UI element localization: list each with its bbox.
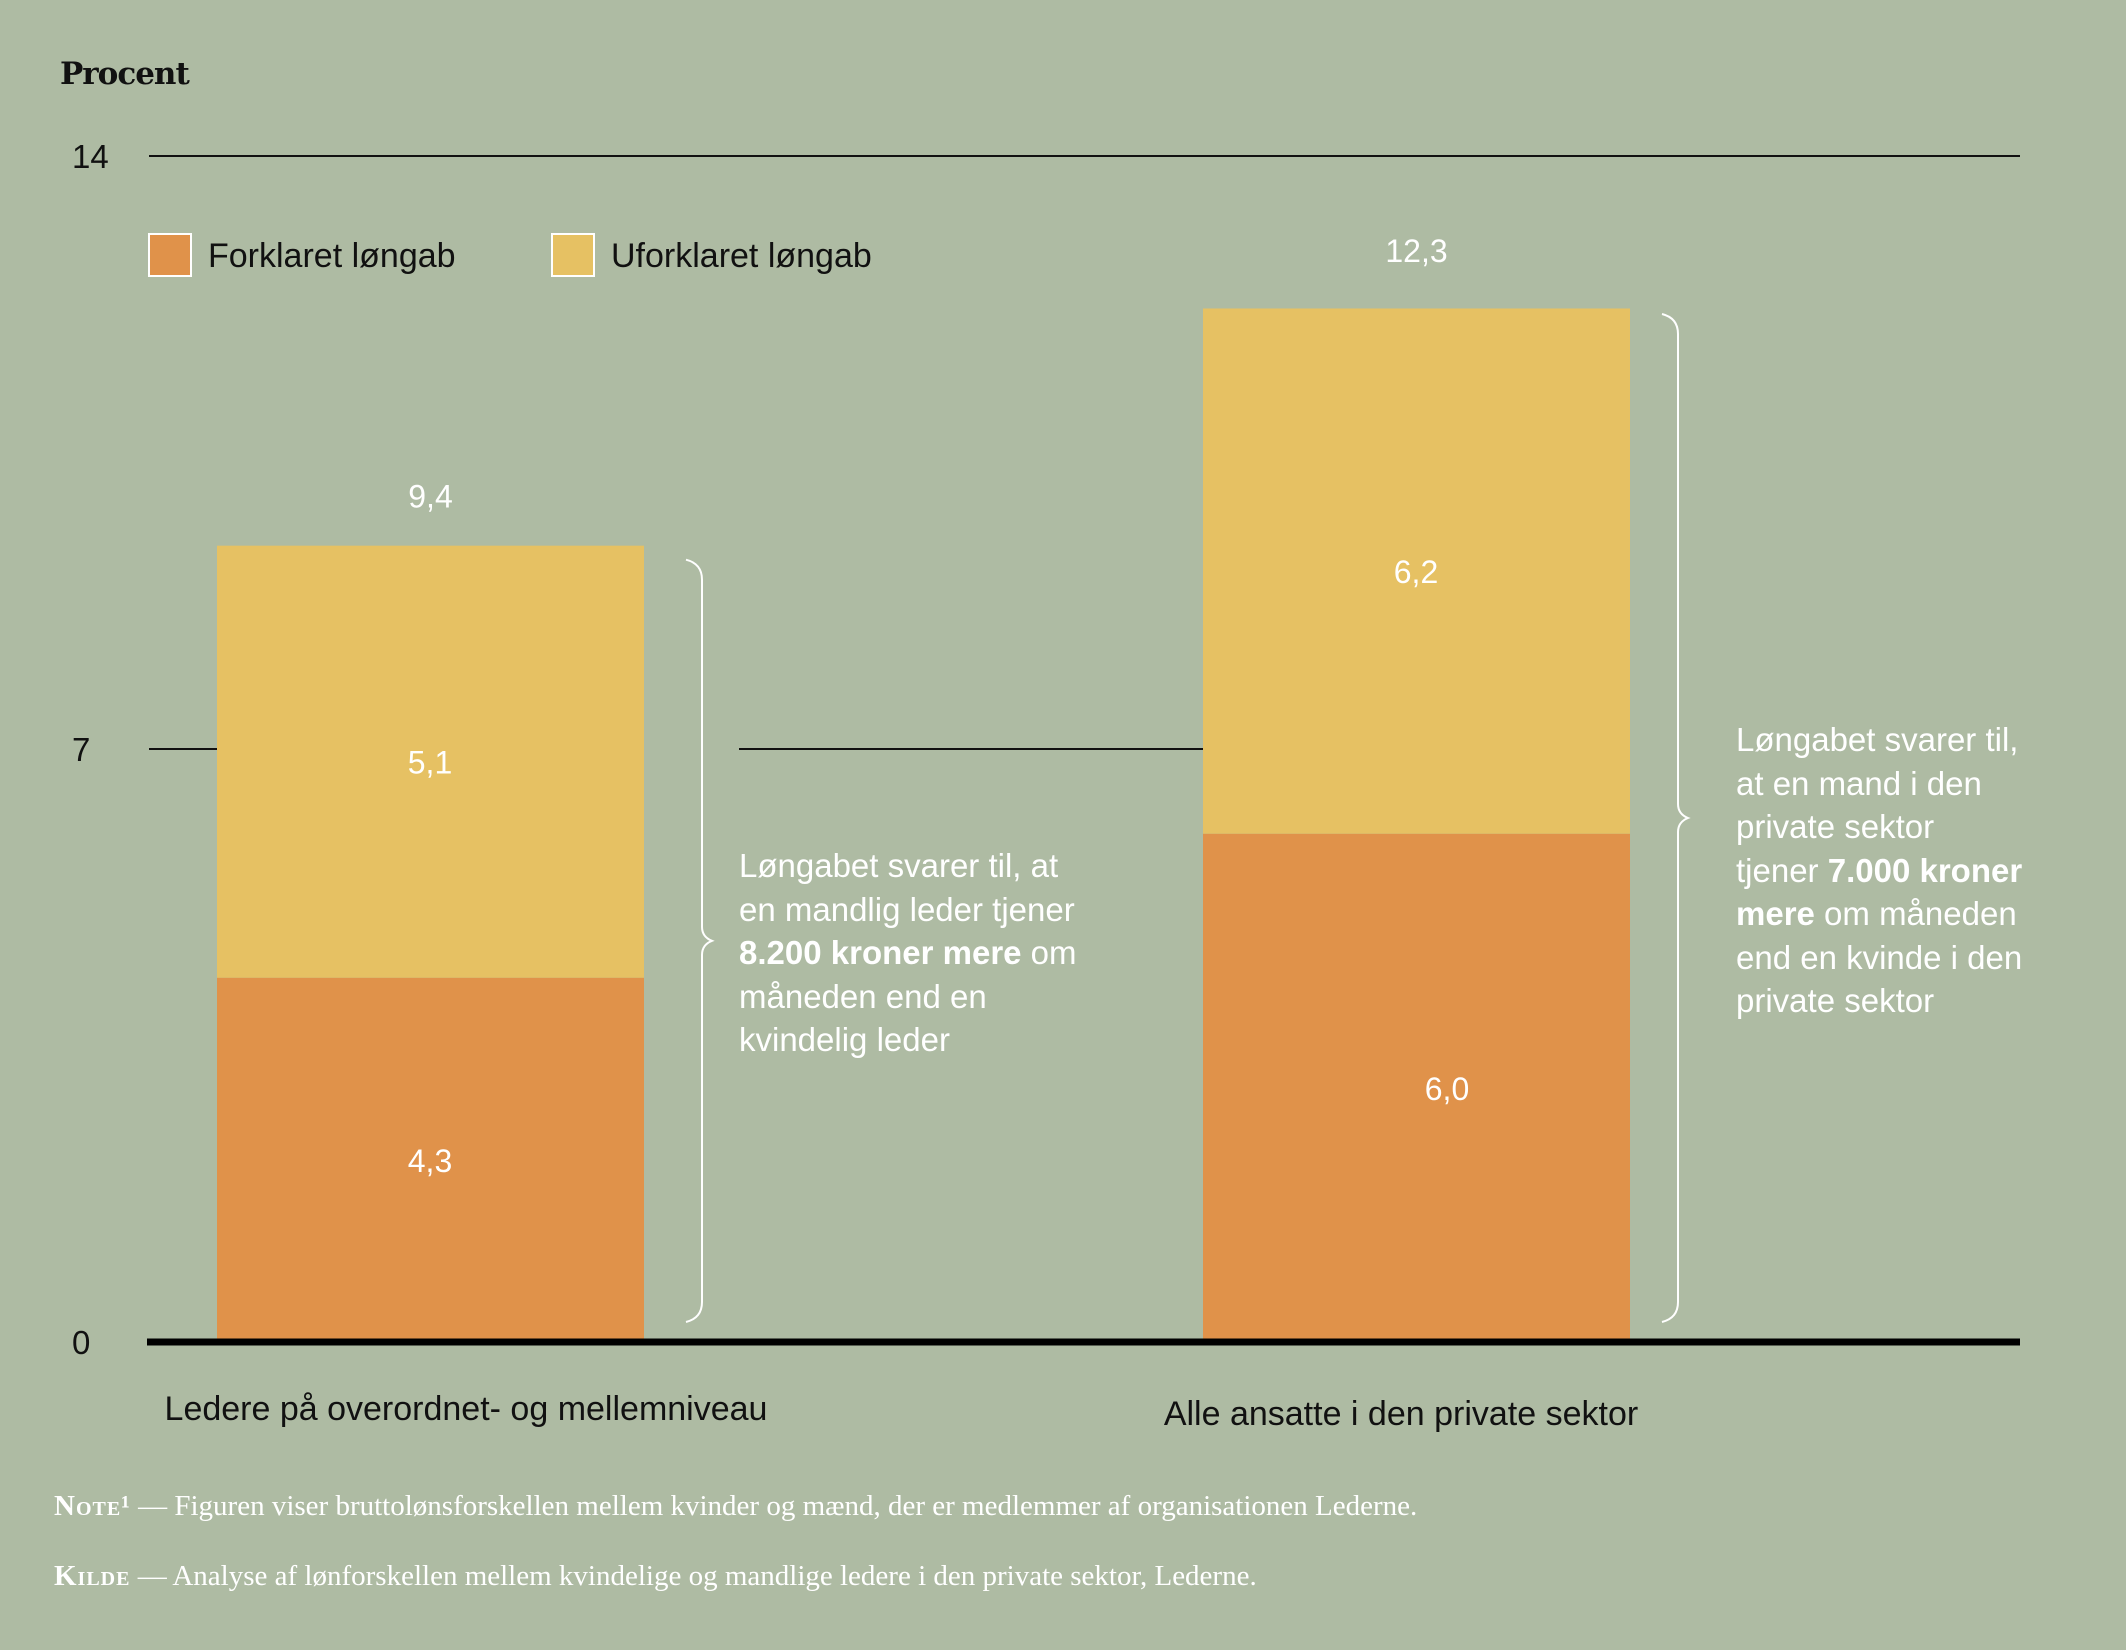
annotation-text: kvindelig leder — [739, 1021, 950, 1058]
source-text: — Analyse af lønforskellen mellem kvinde… — [130, 1560, 1257, 1592]
annotation-emphasis: 8.200 kroner mere — [739, 934, 1022, 971]
segment-value-label: 6,0 — [1425, 1071, 1469, 1107]
annotation-line: end en kvinde i den — [1736, 936, 2022, 980]
annotation-emphasis: 7.000 kroner — [1827, 851, 2023, 889]
annotation-line: Løngabet svarer til, — [1736, 718, 2022, 762]
annotation-line: private sektor — [1736, 805, 2022, 849]
annotation-text: tjener — [1736, 851, 1828, 889]
annotation-line: kvindelig leder — [739, 1018, 1077, 1062]
category-label: Ledere på overordnet- og mellemniveau — [165, 1390, 768, 1428]
annotation-text: end en kvinde i den — [1736, 938, 2023, 976]
segment-value-label: 5,1 — [408, 745, 452, 781]
legend-label: Uforklaret løngab — [611, 237, 872, 275]
annotation-line: mere om måneden — [1736, 892, 2022, 936]
annotation-line: Løngabet svarer til, at — [739, 844, 1077, 888]
legend-label: Forklaret løngab — [208, 237, 456, 275]
source: Kilde — Analyse af lønforskellen mellem … — [54, 1560, 1257, 1593]
annotation-text: om måneden — [1814, 895, 2017, 932]
annotation-line: private sektor — [1736, 979, 2022, 1023]
annotation-line: tjener 7.000 kroner — [1736, 849, 2022, 893]
annotation-text: en mandlig leder tjener — [739, 890, 1075, 928]
y-tick-label: 7 — [72, 731, 90, 768]
annotation-private-sector: Løngabet svarer til, at en mand i den priv… — [1736, 718, 2022, 1023]
brace — [685, 558, 715, 1323]
note-text: — Figuren viser bruttolønsforskellen mel… — [130, 1490, 1418, 1522]
total-value-label: 9,4 — [408, 479, 452, 515]
annotation-text: private sektor — [1736, 808, 1935, 845]
annotation-managers: Løngabet svarer til, at en mandlig leder … — [739, 844, 1077, 1062]
annotation-line: måneden end en — [739, 975, 1077, 1019]
bar-segment — [217, 977, 644, 1342]
source-key: Kilde — [54, 1560, 131, 1592]
y-tick-label: 0 — [72, 1324, 90, 1361]
category-label: Alle ansatte i den private sektor — [1164, 1395, 1638, 1433]
segment-value-label: 4,3 — [408, 1143, 452, 1179]
segment-value-label: 6,2 — [1394, 554, 1438, 590]
annotation-line: at en mand i den — [1736, 762, 2022, 806]
y-tick-label: 14 — [72, 138, 109, 175]
total-value-label: 12,3 — [1385, 233, 1447, 269]
annotation-text: måneden end en — [739, 977, 987, 1015]
brace — [1661, 313, 1691, 1323]
legend-swatch-0 — [148, 233, 192, 277]
bar-segment — [1203, 308, 1630, 834]
annotation-line: en mandlig leder tjener — [739, 888, 1077, 932]
annotation-text: Løngabet svarer til, — [1736, 721, 2019, 758]
bar-segment — [1203, 833, 1630, 1342]
annotation-text: om — [1021, 934, 1077, 971]
bar-segment — [217, 545, 644, 978]
note-key: Note¹ — [54, 1490, 131, 1522]
y-axis-label: Procent — [60, 56, 190, 92]
legend-swatch-1 — [551, 233, 595, 277]
annotation-text: at en mand i den — [1736, 764, 1982, 802]
note: Note¹ — Figuren viser bruttolønsforskell… — [54, 1490, 1417, 1523]
annotation-line: 8.200 kroner mere om — [739, 931, 1077, 975]
annotation-text: private sektor — [1736, 982, 1935, 1019]
annotation-emphasis: mere — [1736, 895, 1815, 932]
annotation-text: Løngabet svarer til, at — [739, 847, 1059, 884]
